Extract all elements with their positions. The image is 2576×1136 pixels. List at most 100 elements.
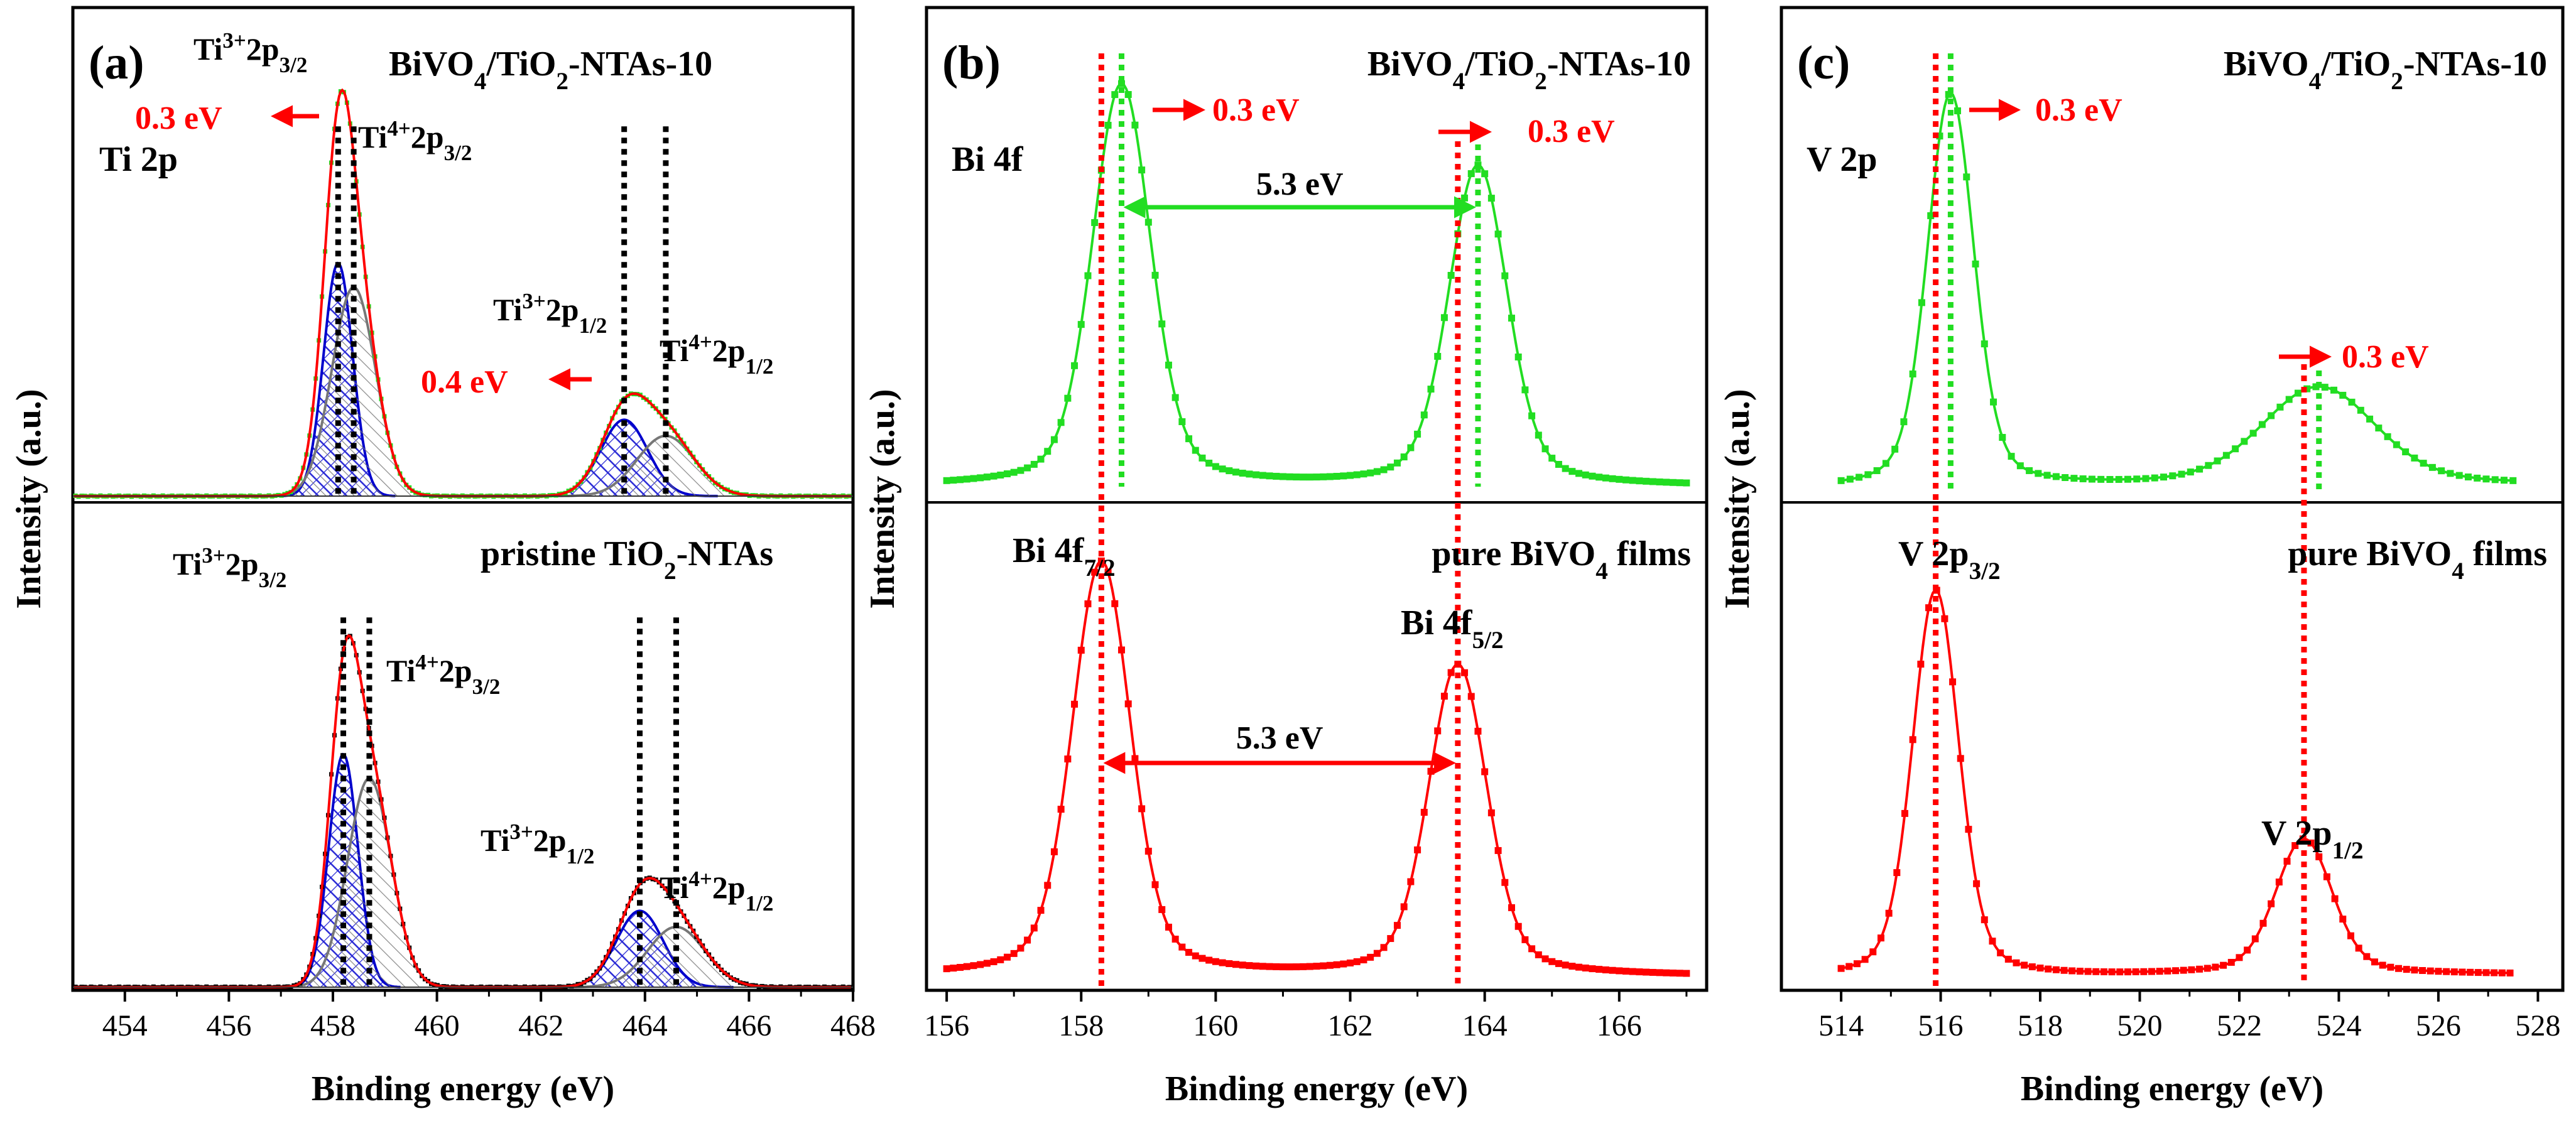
data-point xyxy=(1901,809,1909,817)
data-point xyxy=(2016,462,2024,470)
data-point xyxy=(970,962,977,970)
data-point xyxy=(1562,465,1569,472)
panel-c: 514 516 518 520 522 524 526 528 Binding energy (… xyxy=(1718,6,2565,1108)
data-point xyxy=(1869,948,1877,956)
data-point xyxy=(2268,900,2275,907)
data-point xyxy=(2474,474,2481,482)
data-point xyxy=(2498,969,2506,976)
data-point xyxy=(2395,965,2403,972)
data-point xyxy=(1097,557,1105,565)
shift-annotation: 0.3 eV xyxy=(135,100,222,136)
data-point xyxy=(1320,473,1327,480)
data-point xyxy=(2438,467,2445,475)
data-point xyxy=(2156,968,2163,975)
data-point xyxy=(2106,475,2114,483)
data-point xyxy=(2196,465,2204,473)
data-point xyxy=(1873,467,1881,474)
data-point xyxy=(2088,475,2095,483)
data-point xyxy=(1622,968,1630,975)
data-point xyxy=(2357,406,2364,414)
data-point xyxy=(1602,474,1609,482)
data-point xyxy=(1508,315,1515,322)
data-point xyxy=(1165,923,1172,931)
data-point xyxy=(1219,959,1226,966)
x-tick-label: 160 xyxy=(1193,1009,1238,1042)
data-point xyxy=(1528,412,1536,419)
data-point xyxy=(1945,90,1952,98)
data-point xyxy=(2339,916,2347,923)
data-point xyxy=(2387,963,2394,971)
data-point xyxy=(1481,170,1489,178)
x-tick-label: 524 xyxy=(2316,1009,2361,1042)
data-point xyxy=(2187,468,2194,476)
data-point xyxy=(1990,398,1997,406)
data-point xyxy=(1461,669,1469,676)
data-point xyxy=(1232,468,1240,476)
data-point xyxy=(2363,953,2371,960)
data-point xyxy=(1541,445,1549,453)
data-point xyxy=(2249,430,2257,437)
x-tick-label: 458 xyxy=(310,1009,356,1042)
data-point xyxy=(1205,956,1213,964)
data-point xyxy=(1882,460,1889,467)
data-point xyxy=(1636,477,1643,485)
data-point xyxy=(2482,475,2490,483)
data-point xyxy=(1582,964,1589,971)
data-point xyxy=(990,472,997,480)
data-point xyxy=(1219,465,1226,473)
data-point xyxy=(1124,700,1132,708)
data-point xyxy=(1856,473,1863,481)
data-point xyxy=(1669,479,1677,486)
data-point xyxy=(1568,963,1576,970)
data-point xyxy=(2008,453,2015,460)
data-point xyxy=(1091,219,1099,226)
data-point xyxy=(1024,464,1031,472)
data-point xyxy=(1501,879,1509,886)
data-point xyxy=(1427,767,1435,775)
data-point xyxy=(2043,472,2051,479)
data-point xyxy=(2393,441,2400,448)
panel-label: (b) xyxy=(942,36,1001,89)
data-point xyxy=(1111,600,1119,607)
data-point xyxy=(2132,968,2139,976)
data-point xyxy=(1622,476,1630,484)
data-point xyxy=(2116,968,2124,976)
data-point xyxy=(1487,195,1495,202)
data-point xyxy=(2068,967,2076,975)
data-point xyxy=(1575,963,1583,971)
data-point xyxy=(943,477,950,484)
data-point xyxy=(2482,969,2490,976)
peak-label: Ti3+2p1/2 xyxy=(493,289,607,338)
data-point xyxy=(997,471,1004,479)
data-point xyxy=(2403,966,2410,973)
data-point xyxy=(1407,878,1415,885)
data-point xyxy=(1333,961,1340,968)
data-point xyxy=(1144,847,1152,855)
data-point xyxy=(1514,353,1522,360)
data-point xyxy=(1989,938,1996,945)
data-point xyxy=(2148,968,2156,975)
data-point xyxy=(2178,470,2185,478)
data-point xyxy=(963,475,970,483)
data-point xyxy=(1353,471,1361,479)
data-point xyxy=(1387,463,1394,471)
data-point xyxy=(2188,966,2195,973)
data-point xyxy=(1393,922,1401,929)
data-point xyxy=(2013,959,2020,966)
data-point xyxy=(2371,958,2378,966)
region-label: Bi 4f xyxy=(952,140,1024,179)
data-point xyxy=(2509,477,2517,484)
data-point xyxy=(1447,271,1455,279)
data-point xyxy=(1891,445,1899,453)
data-point xyxy=(1003,953,1011,961)
data-point xyxy=(1300,963,1307,970)
data-point xyxy=(2172,967,2180,975)
data-point xyxy=(2251,935,2259,943)
data-point xyxy=(950,965,957,972)
x-tick-label: 460 xyxy=(415,1009,460,1042)
data-point xyxy=(2097,475,2105,483)
data-point xyxy=(1461,194,1469,202)
data-point xyxy=(2366,415,2374,423)
data-point xyxy=(963,963,970,970)
panel-frame xyxy=(925,6,1709,992)
